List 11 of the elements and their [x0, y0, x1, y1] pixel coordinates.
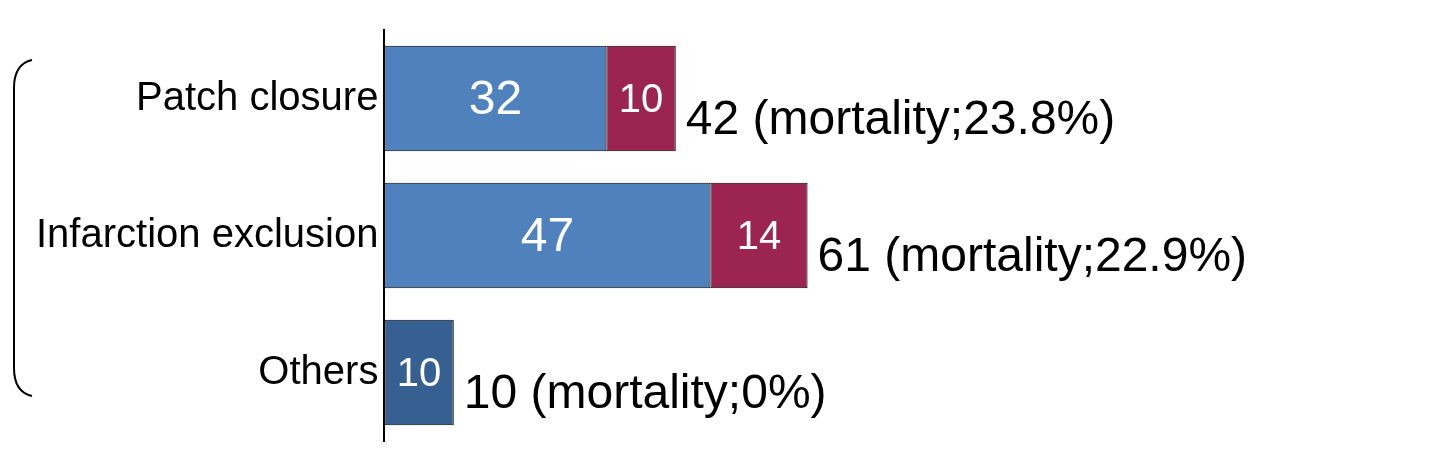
- data-label: 14: [736, 212, 782, 257]
- y-tick-label: Others: [258, 347, 379, 392]
- total-label: 10 (mortality;0%): [463, 364, 827, 418]
- total-label: 42 (mortality;23.8%): [685, 90, 1116, 144]
- data-label: 47: [520, 207, 575, 261]
- data-label: 10: [618, 75, 664, 120]
- data-label: 32: [468, 70, 523, 124]
- total-label: 61 (mortality;22.9%): [817, 227, 1248, 281]
- y-tick-label: Patch closure: [136, 73, 379, 118]
- y-tick-label: Infarction exclusion: [36, 210, 379, 255]
- data-label: 10: [396, 349, 442, 394]
